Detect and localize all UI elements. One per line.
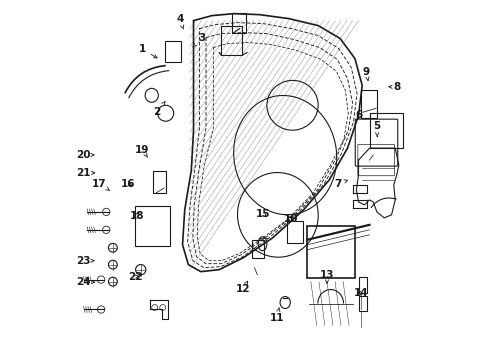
- Text: 9: 9: [362, 67, 369, 81]
- Bar: [221, 26, 242, 55]
- Bar: [360, 90, 376, 118]
- Text: 6: 6: [355, 111, 362, 121]
- Bar: [135, 206, 170, 246]
- Bar: [369, 113, 402, 148]
- Text: 1: 1: [139, 44, 157, 58]
- Bar: [164, 41, 181, 62]
- Bar: [286, 221, 302, 243]
- Text: 21: 21: [76, 168, 95, 178]
- Bar: [153, 171, 166, 193]
- Text: 19: 19: [135, 144, 149, 157]
- Bar: [252, 240, 264, 258]
- Bar: [358, 276, 366, 293]
- Bar: [306, 226, 354, 278]
- Text: 17: 17: [92, 179, 109, 190]
- Text: 10: 10: [284, 215, 298, 224]
- Text: 23: 23: [76, 256, 94, 266]
- Text: 20: 20: [76, 150, 94, 160]
- Text: 13: 13: [319, 270, 333, 283]
- Text: 24: 24: [76, 277, 95, 287]
- Text: 22: 22: [128, 272, 142, 282]
- Text: 16: 16: [121, 179, 135, 189]
- Text: 12: 12: [236, 281, 250, 294]
- Text: 8: 8: [388, 82, 400, 92]
- Bar: [231, 13, 246, 32]
- Text: 7: 7: [333, 179, 347, 189]
- Text: 5: 5: [373, 121, 380, 137]
- Bar: [358, 296, 366, 311]
- Text: 11: 11: [269, 307, 284, 323]
- Text: 15: 15: [256, 209, 270, 219]
- Text: 4: 4: [176, 14, 183, 29]
- Text: 14: 14: [353, 288, 367, 298]
- Text: 18: 18: [129, 211, 144, 221]
- Text: 3: 3: [193, 33, 204, 47]
- Text: 2: 2: [153, 102, 165, 117]
